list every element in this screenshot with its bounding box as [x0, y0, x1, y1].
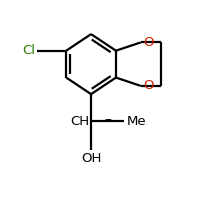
Text: CH: CH: [70, 115, 89, 127]
Text: O: O: [142, 79, 153, 92]
Text: OH: OH: [81, 152, 101, 165]
Text: –: –: [104, 114, 111, 128]
Text: Me: Me: [126, 115, 145, 127]
Text: O: O: [142, 36, 153, 49]
Text: Cl: Cl: [22, 44, 35, 57]
